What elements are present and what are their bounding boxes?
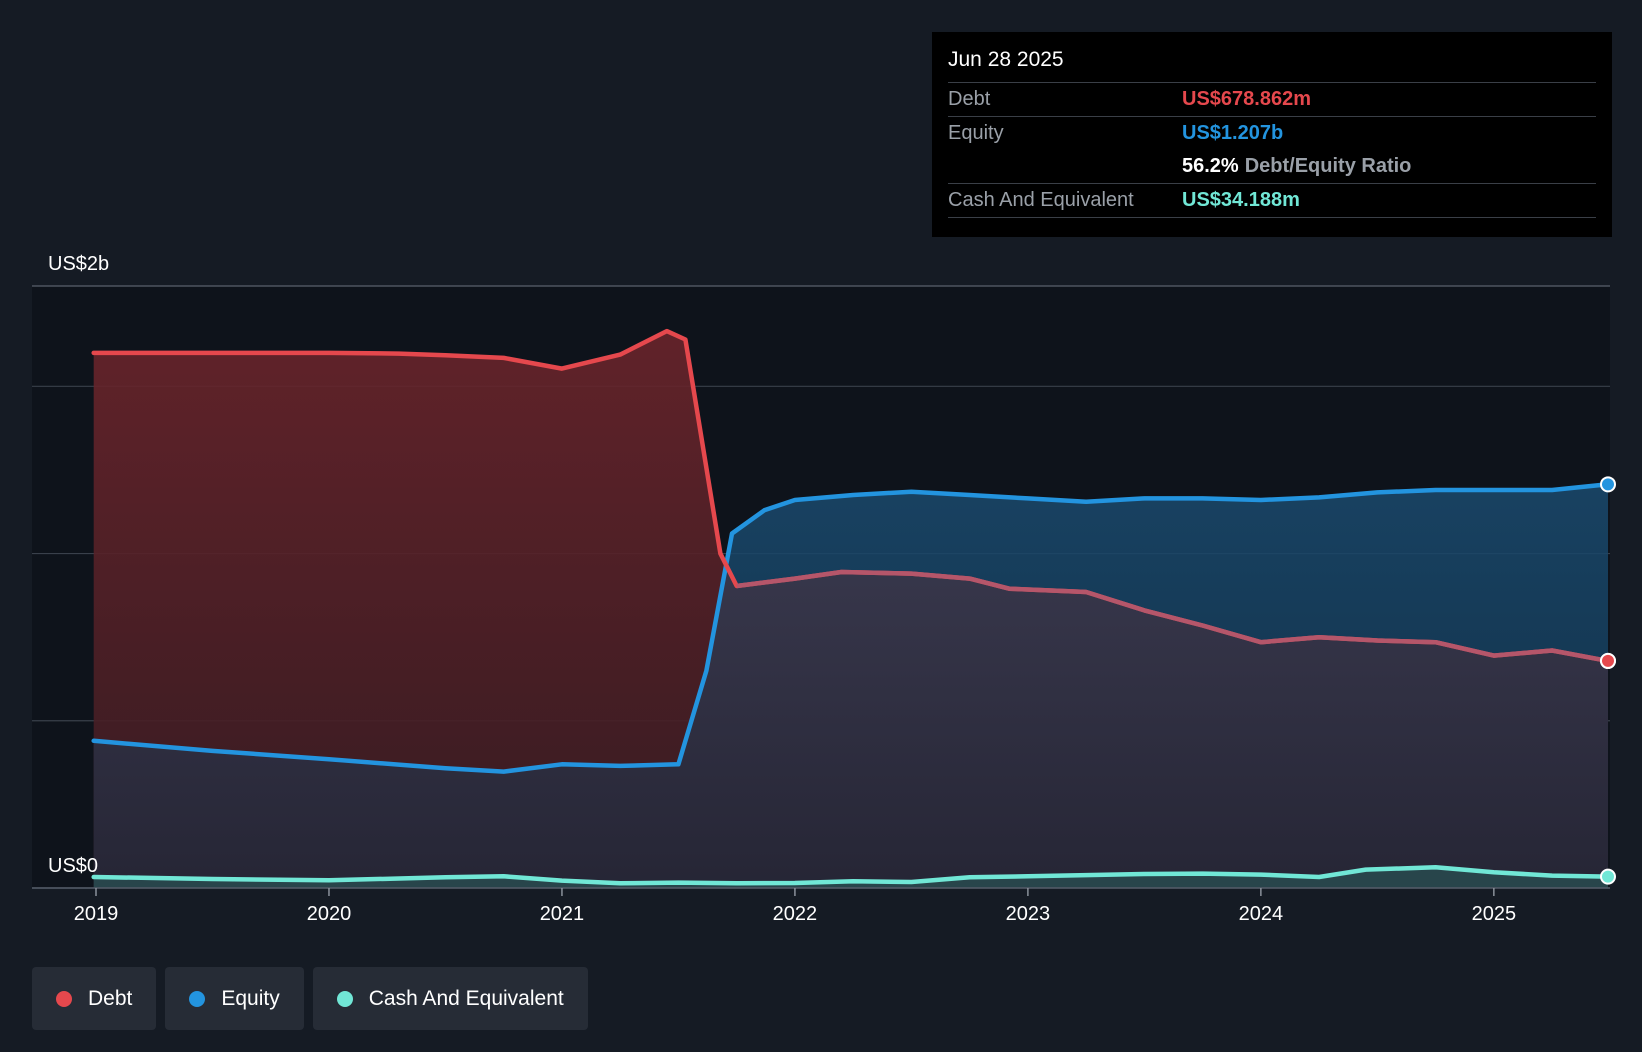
tooltip-debt-label: Debt [948, 88, 991, 110]
x-axis-ticks: 2019 2020 2021 2022 2023 2024 2025 [74, 888, 1516, 925]
tooltip-row-debt: Debt US$678.862m [948, 83, 1596, 117]
tooltip-row-cash: Cash And Equivalent US$34.188m [948, 184, 1596, 218]
tooltip-debt-value: US$678.862m [1182, 88, 1311, 110]
x-tick-label: 2019 [74, 903, 119, 925]
x-tick-label: 2025 [1472, 903, 1517, 925]
end-marker-equity[interactable] [1600, 476, 1616, 493]
line-debt-muted [736, 569, 1609, 664]
tooltip-panel: Jun 28 2025 Debt US$678.862m Equity US$1… [932, 32, 1612, 237]
legend-item-debt[interactable]: Debt [32, 967, 157, 1030]
x-tick-label: 2022 [773, 903, 818, 925]
series-areas [93, 331, 1609, 889]
area-cash [93, 867, 1609, 888]
tooltip-row-equity: Equity US$1.207b [948, 117, 1596, 150]
legend-item-equity[interactable]: Equity [165, 967, 304, 1030]
tooltip-ratio-value: 56.2% [1182, 155, 1239, 177]
line-cash [91, 865, 1611, 886]
legend-label-cash: Cash And Equivalent [368, 986, 564, 1010]
legend-dot-cash-icon [336, 990, 353, 1007]
end-marker-debt-top[interactable] [1600, 652, 1616, 669]
tooltip-equity-label: Equity [948, 122, 1004, 144]
tooltip-ratio: 56.2% Debt/Equity Ratio [1182, 150, 1411, 183]
legend: Debt Equity Cash And Equivalent [32, 967, 588, 1030]
series-lines [91, 328, 1611, 886]
y-tick-label: US$2b [48, 253, 109, 275]
tooltip-cash-label: Cash And Equivalent [948, 189, 1134, 211]
x-tick-label: 2024 [1239, 903, 1284, 925]
x-tick-label: 2023 [1006, 903, 1051, 925]
tooltip-equity-value: US$1.207b [1182, 122, 1284, 144]
legend-dot-equity-icon [189, 990, 206, 1007]
series-end-markers [1600, 476, 1616, 885]
tooltip-date: Jun 28 2025 [948, 46, 1596, 83]
legend-item-cash[interactable]: Cash And Equivalent [312, 967, 588, 1030]
y-axis-labels: US$2b US$0 [48, 253, 109, 877]
tooltip-ratio-label: Debt/Equity Ratio [1244, 155, 1412, 177]
x-tick-label: 2020 [307, 903, 352, 925]
legend-dot-debt-icon [56, 990, 72, 1007]
y-tick-label: US$0 [48, 855, 98, 877]
tooltip-cash-value: US$34.188m [1182, 189, 1300, 211]
line-equity [91, 482, 1611, 774]
legend-label-debt: Debt [88, 986, 133, 1010]
legend-label-equity: Equity [221, 986, 280, 1010]
end-marker-cash[interactable] [1600, 868, 1616, 885]
x-tick-label: 2021 [540, 903, 585, 925]
tooltip-row-ratio: 56.2% Debt/Equity Ratio [948, 150, 1596, 184]
